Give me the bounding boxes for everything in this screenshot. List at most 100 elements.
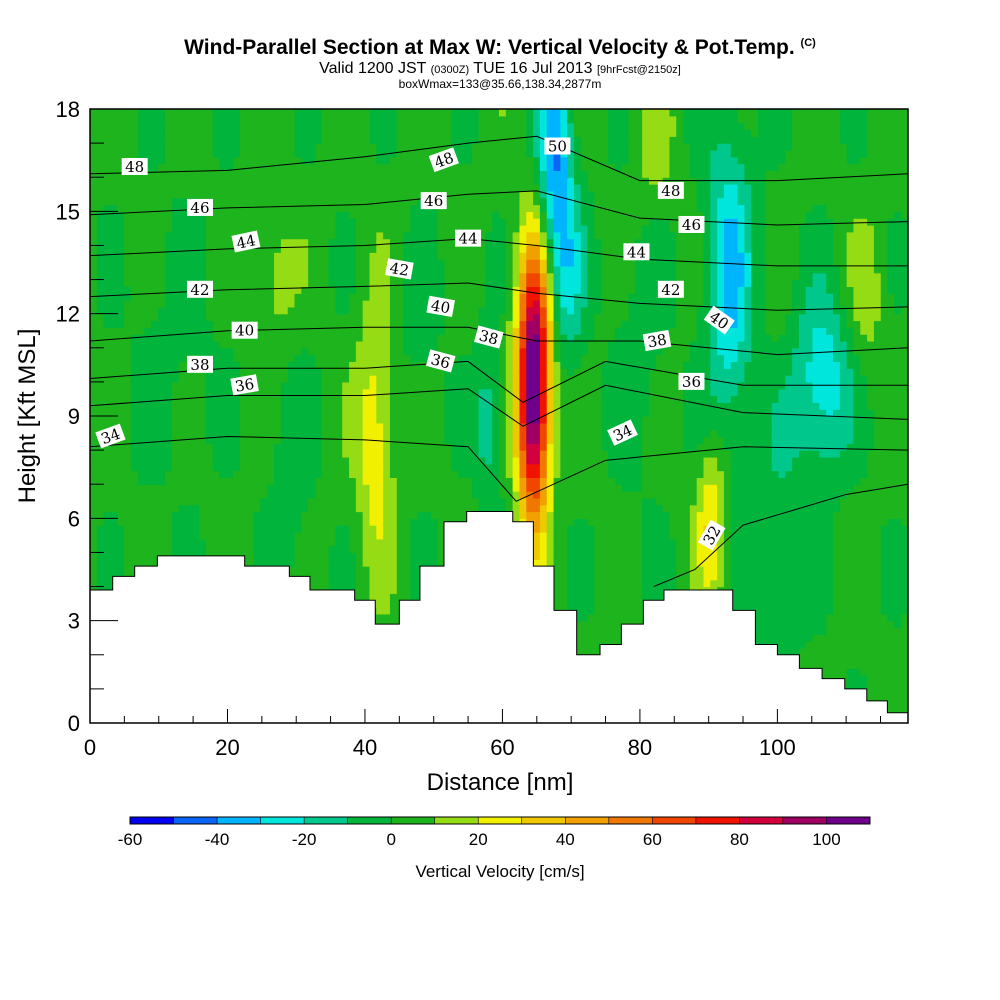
velocity-cell [792, 463, 800, 472]
velocity-cell [846, 613, 855, 622]
velocity-cell [294, 456, 302, 465]
velocity-cell [894, 688, 902, 697]
velocity-cell [362, 497, 371, 506]
velocity-cell [124, 538, 132, 547]
velocity-cell [621, 613, 630, 622]
velocity-cell [546, 491, 555, 499]
velocity-cell [417, 518, 425, 526]
velocity-cell [608, 627, 616, 635]
velocity-cell [355, 593, 364, 601]
velocity-cell [287, 470, 296, 478]
velocity-cell [662, 538, 671, 547]
velocity-cell [696, 450, 705, 458]
velocity-cell [853, 552, 861, 560]
velocity-cell [812, 579, 820, 588]
velocity-cell [901, 456, 908, 465]
velocity-cell [812, 531, 820, 540]
velocity-cell [96, 504, 105, 513]
velocity-cell [826, 566, 834, 574]
velocity-cell [539, 497, 548, 506]
velocity-cell [894, 518, 902, 526]
velocity-cell [342, 484, 350, 492]
velocity-cell [396, 456, 405, 465]
velocity-cell [867, 613, 875, 622]
velocity-cell [144, 545, 152, 554]
velocity-cell [860, 675, 868, 683]
velocity-cell [696, 545, 705, 554]
velocity-cell [260, 552, 268, 560]
velocity-cell [655, 470, 664, 478]
velocity-cell [219, 531, 227, 540]
velocity-cell [717, 511, 725, 519]
velocity-cell [464, 491, 473, 499]
velocity-cell [573, 600, 582, 608]
velocity-cell [635, 566, 643, 574]
velocity-cell [751, 586, 759, 594]
velocity-cell [901, 695, 908, 704]
velocity-cell [383, 552, 391, 560]
velocity-cell [826, 463, 834, 472]
velocity-cell [560, 497, 568, 506]
velocity-cell [519, 477, 527, 485]
velocity-cell [758, 504, 766, 513]
velocity-cell [246, 484, 255, 492]
velocity-cell [873, 654, 882, 663]
velocity-cell [873, 559, 882, 567]
velocity-cell [342, 456, 350, 465]
velocity-cell [676, 566, 684, 574]
velocity-cell [683, 579, 691, 588]
velocity-cell [274, 559, 282, 567]
velocity-cell [758, 497, 766, 506]
velocity-cell [764, 593, 773, 601]
velocity-cell [873, 682, 882, 690]
velocity-cell [805, 600, 814, 608]
velocity-cell [96, 572, 105, 581]
velocity-cell [383, 484, 391, 492]
velocity-cell [839, 641, 848, 649]
velocity-cell [839, 572, 848, 581]
velocity-cell [860, 511, 868, 519]
velocity-cell [178, 477, 187, 485]
velocity-cell [764, 463, 773, 472]
velocity-cell [403, 518, 411, 526]
velocity-cell [601, 491, 609, 499]
velocity-cell [308, 572, 316, 581]
velocity-cell [253, 545, 262, 554]
velocity-cell [758, 491, 766, 499]
velocity-cell [362, 491, 371, 499]
velocity-cell [839, 497, 848, 506]
velocity-cell [376, 538, 384, 547]
velocity-cell [771, 586, 780, 594]
velocity-cell [669, 518, 677, 526]
velocity-cell [778, 443, 786, 451]
velocity-cell [239, 463, 248, 472]
velocity-cell [601, 531, 609, 540]
velocity-cell [90, 525, 98, 533]
velocity-cell [239, 545, 248, 554]
velocity-cell [751, 504, 759, 513]
velocity-cell [642, 593, 650, 601]
velocity-cell [901, 627, 908, 635]
velocity-cell [901, 559, 908, 567]
velocity-cell [873, 477, 882, 485]
velocity-cell [901, 702, 908, 710]
velocity-cell [710, 559, 718, 567]
velocity-cell [594, 593, 602, 601]
velocity-cell [308, 497, 316, 506]
velocity-cell [846, 668, 855, 676]
velocity-cell [880, 620, 889, 629]
velocity-cell [567, 600, 575, 608]
velocity-cell [389, 504, 398, 513]
velocity-cell [778, 491, 786, 499]
velocity-cell [696, 525, 705, 533]
velocity-cell [287, 538, 296, 547]
velocity-cell [389, 443, 398, 451]
velocity-cell [301, 484, 309, 492]
velocity-cell [635, 456, 643, 465]
velocity-cell [853, 634, 861, 642]
velocity-cell [533, 436, 541, 444]
velocity-cell [648, 470, 657, 478]
velocity-cell [778, 504, 786, 513]
velocity-cell [737, 579, 745, 588]
velocity-cell [287, 484, 296, 492]
